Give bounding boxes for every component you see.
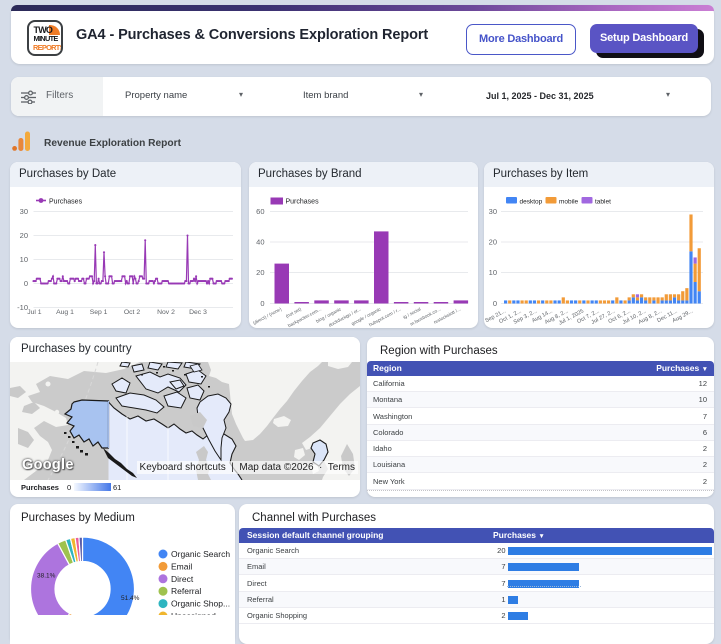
svg-text:0: 0 — [493, 299, 497, 308]
svg-text:Referral: Referral — [171, 586, 201, 596]
svg-text:Dec 3: Dec 3 — [189, 309, 207, 316]
svg-text:Purchases: Purchases — [286, 199, 320, 206]
svg-text:Sep 1: Sep 1 — [90, 309, 108, 316]
svg-text:60: 60 — [256, 207, 264, 216]
svg-text:0: 0 — [260, 299, 264, 308]
svg-text:40: 40 — [256, 238, 264, 247]
svg-text:Aug 1: Aug 1 — [56, 309, 74, 316]
svg-text:20: 20 — [20, 231, 28, 240]
svg-text:Email: Email — [171, 561, 192, 571]
svg-text:Purchases: Purchases — [49, 199, 83, 206]
svg-text:10: 10 — [20, 255, 28, 264]
svg-text:Jul 1: Jul 1 — [27, 309, 42, 316]
svg-text:20: 20 — [256, 268, 264, 277]
svg-text:20: 20 — [489, 238, 497, 247]
svg-text:Nov 2: Nov 2 — [157, 309, 175, 316]
svg-text:Oct 2: Oct 2 — [124, 309, 140, 316]
svg-text:Organic Shop...: Organic Shop... — [171, 599, 230, 609]
svg-text:30: 30 — [489, 207, 497, 216]
svg-text:tablet: tablet — [595, 199, 611, 206]
svg-text:-10: -10 — [17, 303, 28, 312]
svg-text:Direct: Direct — [171, 574, 194, 584]
svg-text:10: 10 — [489, 268, 497, 277]
svg-text:38.1%: 38.1% — [37, 573, 56, 580]
svg-text:0: 0 — [24, 279, 28, 288]
svg-text:51.4%: 51.4% — [121, 595, 140, 602]
svg-text:mobile: mobile — [559, 199, 579, 206]
svg-text:30: 30 — [20, 207, 28, 216]
svg-text:Organic Search: Organic Search — [171, 549, 230, 559]
svg-text:Unassigned: Unassigned — [171, 611, 216, 615]
svg-text:desktop: desktop — [520, 199, 543, 206]
